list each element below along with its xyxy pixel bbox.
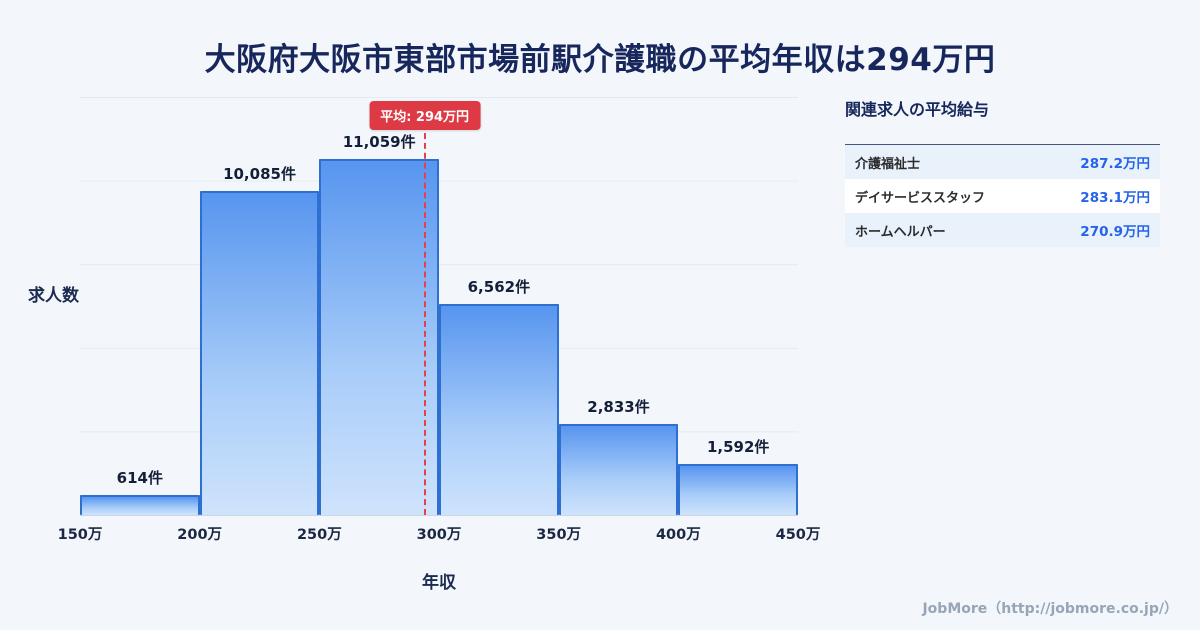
related-jobs-panel: 関連求人の平均給与 介護福祉士 287.2万円 デイサービススタッフ 283.1… bbox=[845, 96, 1160, 247]
x-axis-ticks: 150万 200万 250万 300万 350万 400万 450万 bbox=[58, 523, 821, 545]
histogram-bar bbox=[319, 159, 440, 515]
histogram-bar bbox=[558, 423, 679, 515]
bar-value-label: 10,085件 bbox=[223, 164, 296, 183]
bar-segment: 6,562件 bbox=[439, 97, 559, 515]
histogram-bar bbox=[439, 304, 559, 515]
x-tick: 300万 bbox=[416, 527, 462, 543]
average-badge: 平均: 294万円 bbox=[369, 101, 481, 130]
bar-value-label: 2,833件 bbox=[587, 397, 650, 416]
x-tick: 150万 bbox=[57, 527, 103, 543]
salary-table: 介護福祉士 287.2万円 デイサービススタッフ 283.1万円 ホームヘルパー… bbox=[845, 144, 1160, 247]
job-salary: 287.2万円 bbox=[1080, 156, 1150, 172]
page-title: 大阪府大阪市東部市場前駅介護職の平均年収は294万円 bbox=[204, 42, 996, 78]
x-tick: 450万 bbox=[775, 527, 821, 543]
bar-value-label: 11,059件 bbox=[342, 133, 416, 152]
histogram-bar bbox=[199, 190, 320, 515]
bar-value-label: 614件 bbox=[116, 469, 163, 488]
table-row: 介護福祉士 287.2万円 bbox=[845, 145, 1160, 179]
credit: JobMore（http://jobmore.co.jp/） bbox=[922, 601, 1178, 617]
histogram-bar bbox=[80, 495, 200, 515]
bar-value-label: 1,592件 bbox=[706, 437, 770, 456]
job-name: ホームヘルパー bbox=[855, 224, 946, 240]
plot-area: 614件 10,085件 11,059件 6,562件 2,833件 1,592… bbox=[80, 97, 799, 516]
bar-value-label: 6,562件 bbox=[467, 278, 531, 297]
x-tick: 200万 bbox=[177, 527, 223, 543]
x-tick: 400万 bbox=[655, 527, 701, 543]
histogram-bar bbox=[678, 463, 799, 515]
y-axis-label: 求人数 bbox=[28, 286, 79, 306]
job-salary: 283.1万円 bbox=[1080, 190, 1150, 206]
bar-segment: 10,085件 bbox=[199, 97, 320, 515]
bar-segment: 1,592件 bbox=[678, 97, 799, 515]
bar-segment: 614件 bbox=[80, 97, 200, 515]
job-name: 介護福祉士 bbox=[855, 156, 921, 172]
bars-row: 614件 10,085件 11,059件 6,562件 2,833件 1,592… bbox=[80, 97, 799, 515]
job-salary: 270.9万円 bbox=[1080, 224, 1150, 240]
average-line bbox=[423, 133, 426, 515]
table-row: ホームヘルパー 270.9万円 bbox=[845, 213, 1160, 247]
bar-segment: 2,833件 bbox=[558, 97, 679, 515]
job-name: デイサービススタッフ bbox=[855, 190, 986, 206]
x-axis-label: 年収 bbox=[422, 573, 456, 593]
bar-segment: 11,059件 bbox=[319, 97, 440, 515]
panel-title: 関連求人の平均給与 bbox=[845, 100, 990, 119]
x-tick: 250万 bbox=[296, 527, 342, 543]
table-row: デイサービススタッフ 283.1万円 bbox=[845, 179, 1160, 213]
x-tick: 350万 bbox=[536, 527, 582, 543]
